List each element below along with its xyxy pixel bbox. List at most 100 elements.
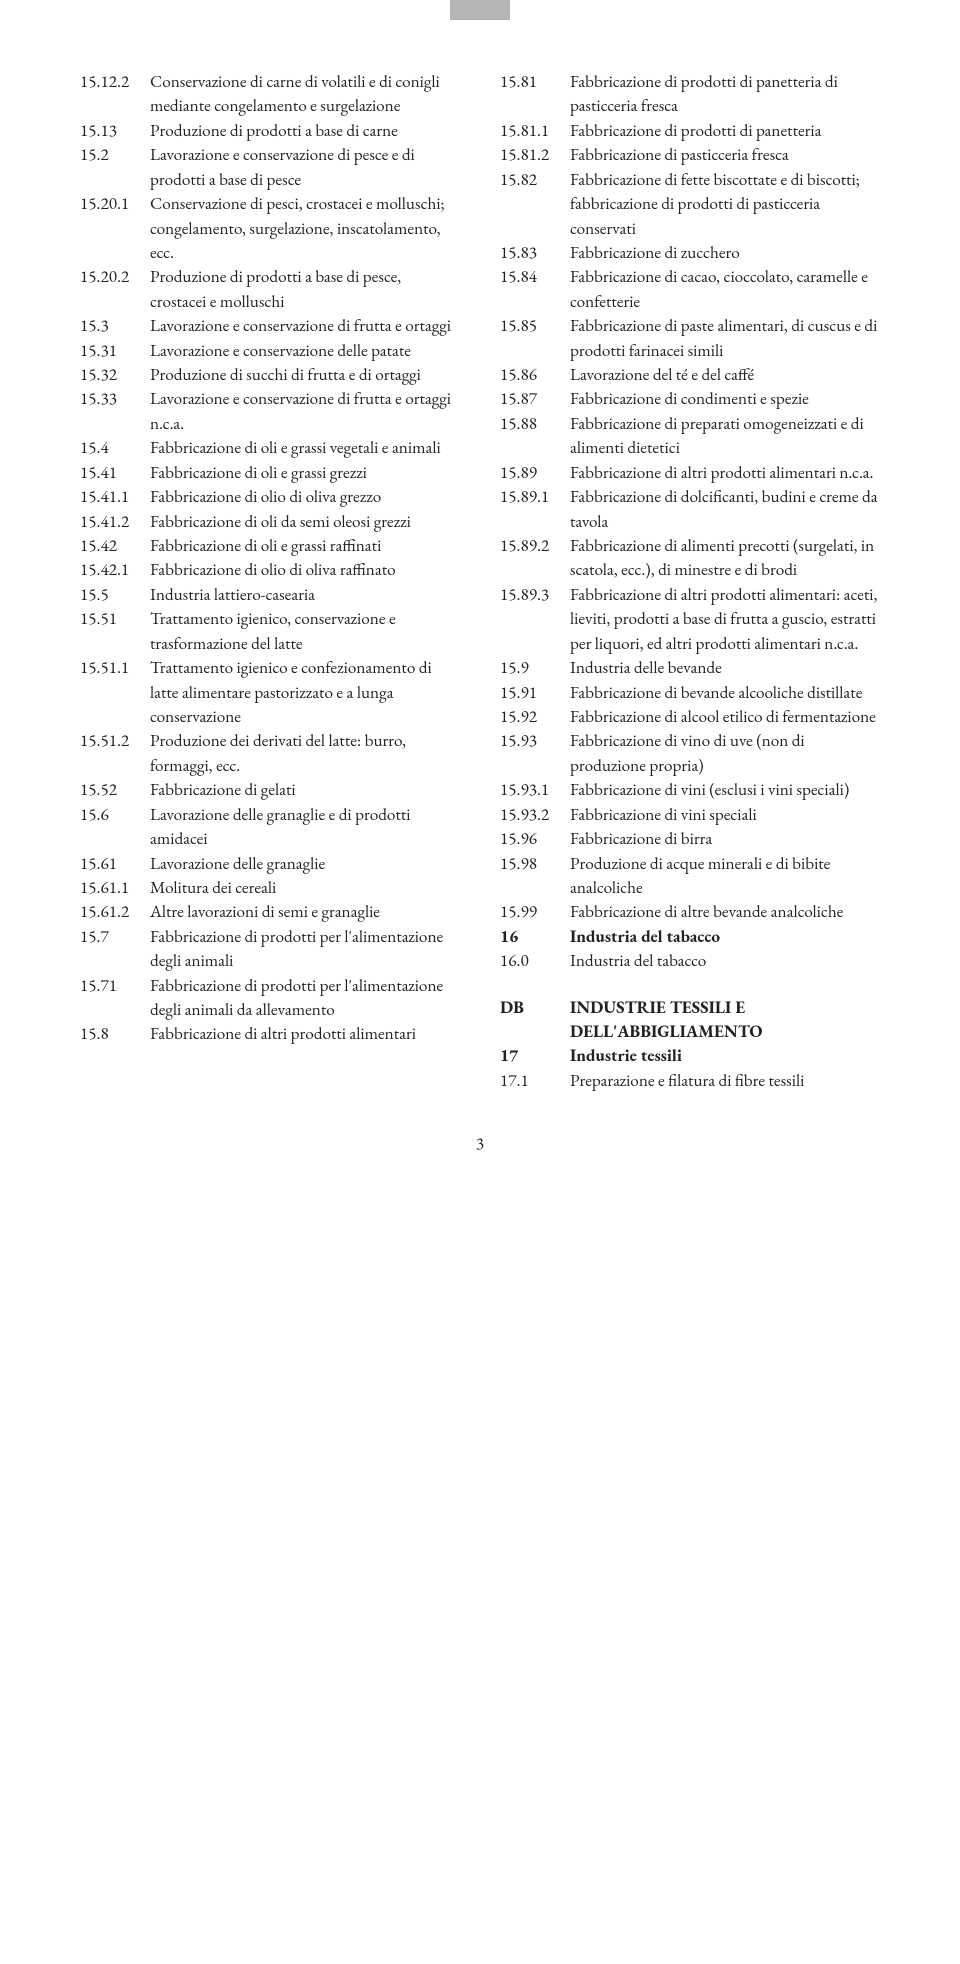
classification-entry: 15.51.2Produzione dei derivati del latte… — [80, 729, 460, 778]
entry-code: 15.89.3 — [500, 583, 570, 656]
entry-description: Fabbricazione di condimenti e spezie — [570, 387, 880, 411]
entry-code: 16 — [500, 925, 570, 949]
entry-description: Produzione di prodotti a base di carne — [150, 119, 460, 143]
entry-description: Lavorazione del té e del caffé — [570, 363, 880, 387]
entry-code: 15.51.2 — [80, 729, 150, 778]
classification-entry: 15.20.1Conservazione di pesci, crostacei… — [80, 192, 460, 265]
classification-entry: 15.93.1Fabbricazione di vini (esclusi i … — [500, 778, 880, 802]
classification-entry: 15.82Fabbricazione di fette biscottate e… — [500, 168, 880, 241]
entry-description: Trattamento igienico, conservazione e tr… — [150, 607, 460, 656]
entry-description: Fabbricazione di dolcificanti, budini e … — [570, 485, 880, 534]
entry-description: Trattamento igienico e confezionamento d… — [150, 656, 460, 729]
classification-entry: 15.6Lavorazione delle granaglie e di pro… — [80, 803, 460, 852]
entry-code: 15.93.1 — [500, 778, 570, 802]
classification-entry: 15.89.3Fabbricazione di altri prodotti a… — [500, 583, 880, 656]
classification-entry: DBINDUSTRIE TESSILI E DELL'ABBIGLIAMENTO — [500, 996, 880, 1045]
entry-description: Lavorazione delle granaglie e di prodott… — [150, 803, 460, 852]
entry-code: 15.12.2 — [80, 70, 150, 119]
entry-code: 15.13 — [80, 119, 150, 143]
classification-entry: 15.88Fabbricazione di preparati omogenei… — [500, 412, 880, 461]
classification-entry: 15.12.2Conservazione di carne di volatil… — [80, 70, 460, 119]
entry-code: 15.89.1 — [500, 485, 570, 534]
entry-description: Fabbricazione di vini speciali — [570, 803, 880, 827]
entry-description: Produzione di succhi di frutta e di orta… — [150, 363, 460, 387]
header-tab-decoration — [450, 0, 510, 20]
classification-entry: 15.81.1Fabbricazione di prodotti di pane… — [500, 119, 880, 143]
entry-description: Fabbricazione di alcool etilico di ferme… — [570, 705, 880, 729]
entry-description: Fabbricazione di vino di uve (non di pro… — [570, 729, 880, 778]
classification-entry: 15.32Produzione di succhi di frutta e di… — [80, 363, 460, 387]
classification-entry: 15.92Fabbricazione di alcool etilico di … — [500, 705, 880, 729]
entry-code: 15.86 — [500, 363, 570, 387]
entry-code: 15.4 — [80, 436, 150, 460]
entry-description: INDUSTRIE TESSILI E DELL'ABBIGLIAMENTO — [570, 996, 880, 1045]
entry-description: Fabbricazione di oli e grassi vegetali e… — [150, 436, 460, 460]
classification-entry: 15.31Lavorazione e conservazione delle p… — [80, 339, 460, 363]
entry-code: 15.81.2 — [500, 143, 570, 167]
entry-description: Produzione di prodotti a base di pesce, … — [150, 265, 460, 314]
entry-description: Fabbricazione di altre bevande analcolic… — [570, 900, 880, 924]
left-column: 15.12.2Conservazione di carne di volatil… — [80, 70, 460, 1093]
classification-entry: 15.96Fabbricazione di birra — [500, 827, 880, 851]
entry-code: 15.81 — [500, 70, 570, 119]
classification-entry: 15.7Fabbricazione di prodotti per l'alim… — [80, 925, 460, 974]
entry-description: Fabbricazione di cacao, cioccolato, cara… — [570, 265, 880, 314]
entry-code: 15.31 — [80, 339, 150, 363]
classification-entry: 15.20.2Produzione di prodotti a base di … — [80, 265, 460, 314]
entry-code: 15.92 — [500, 705, 570, 729]
entry-description: Fabbricazione di oli e grassi raffinati — [150, 534, 460, 558]
classification-entry: 15.83Fabbricazione di zucchero — [500, 241, 880, 265]
entry-code: 15.9 — [500, 656, 570, 680]
entry-description: Fabbricazione di prodotti di panetteria … — [570, 70, 880, 119]
entry-description: Fabbricazione di vini (esclusi i vini sp… — [570, 778, 880, 802]
entry-code: 15.20.1 — [80, 192, 150, 265]
entry-description: Industria lattiero-casearia — [150, 583, 460, 607]
entry-code: 15.51.1 — [80, 656, 150, 729]
entry-code: 15.20.2 — [80, 265, 150, 314]
entry-code: 15.96 — [500, 827, 570, 851]
entry-description: Fabbricazione di altri prodotti alimenta… — [150, 1022, 460, 1046]
entry-code: 15.89 — [500, 461, 570, 485]
entry-code: 15.33 — [80, 387, 150, 436]
classification-entry: 15.41.1Fabbricazione di olio di oliva gr… — [80, 485, 460, 509]
entry-description: Fabbricazione di oli da semi oleosi grez… — [150, 510, 460, 534]
entry-description: Fabbricazione di altri prodotti alimenta… — [570, 461, 880, 485]
entry-code: 15.5 — [80, 583, 150, 607]
entry-code: 15.88 — [500, 412, 570, 461]
entry-description: Industria del tabacco — [570, 925, 880, 949]
classification-entry: 17Industrie tessili — [500, 1044, 880, 1068]
classification-entry: 15.33Lavorazione e conservazione di frut… — [80, 387, 460, 436]
entry-description: Lavorazione e conservazione delle patate — [150, 339, 460, 363]
classification-entry: 15.81Fabbricazione di prodotti di panett… — [500, 70, 880, 119]
entry-description: Fabbricazione di paste alimentari, di cu… — [570, 314, 880, 363]
entry-code: 15.82 — [500, 168, 570, 241]
classification-entry: 15.13Produzione di prodotti a base di ca… — [80, 119, 460, 143]
entry-description: Lavorazione e conservazione di frutta e … — [150, 387, 460, 436]
classification-entry: 15.9Industria delle bevande — [500, 656, 880, 680]
classification-entry: 15.71Fabbricazione di prodotti per l'ali… — [80, 974, 460, 1023]
classification-entry: 15.8Fabbricazione di altri prodotti alim… — [80, 1022, 460, 1046]
entry-code: 15.91 — [500, 681, 570, 705]
classification-entry: 15.42Fabbricazione di oli e grassi raffi… — [80, 534, 460, 558]
entry-description: Produzione dei derivati del latte: burro… — [150, 729, 460, 778]
blank-line — [500, 974, 880, 996]
entry-code: 15.93 — [500, 729, 570, 778]
entry-description: Lavorazione e conservazione di frutta e … — [150, 314, 460, 338]
entry-code: 15.99 — [500, 900, 570, 924]
classification-entry: 17.1Preparazione e filatura di fibre tes… — [500, 1069, 880, 1093]
entry-description: Fabbricazione di bevande alcooliche dist… — [570, 681, 880, 705]
classification-entry: 15.99Fabbricazione di altre bevande anal… — [500, 900, 880, 924]
entry-description: Lavorazione e conservazione di pesce e d… — [150, 143, 460, 192]
entry-description: Fabbricazione di prodotti per l'alimenta… — [150, 974, 460, 1023]
classification-entry: 15.93.2Fabbricazione di vini speciali — [500, 803, 880, 827]
entry-description: Lavorazione delle granaglie — [150, 852, 460, 876]
entry-code: 16.0 — [500, 949, 570, 973]
entry-description: Molitura dei cereali — [150, 876, 460, 900]
classification-entry: 15.87Fabbricazione di condimenti e spezi… — [500, 387, 880, 411]
entry-code: 15.98 — [500, 852, 570, 901]
entry-description: Industria del tabacco — [570, 949, 880, 973]
entry-description: Fabbricazione di zucchero — [570, 241, 880, 265]
entry-description: Industrie tessili — [570, 1044, 880, 1068]
entry-code: 15.85 — [500, 314, 570, 363]
entry-description: Fabbricazione di alimenti precotti (surg… — [570, 534, 880, 583]
